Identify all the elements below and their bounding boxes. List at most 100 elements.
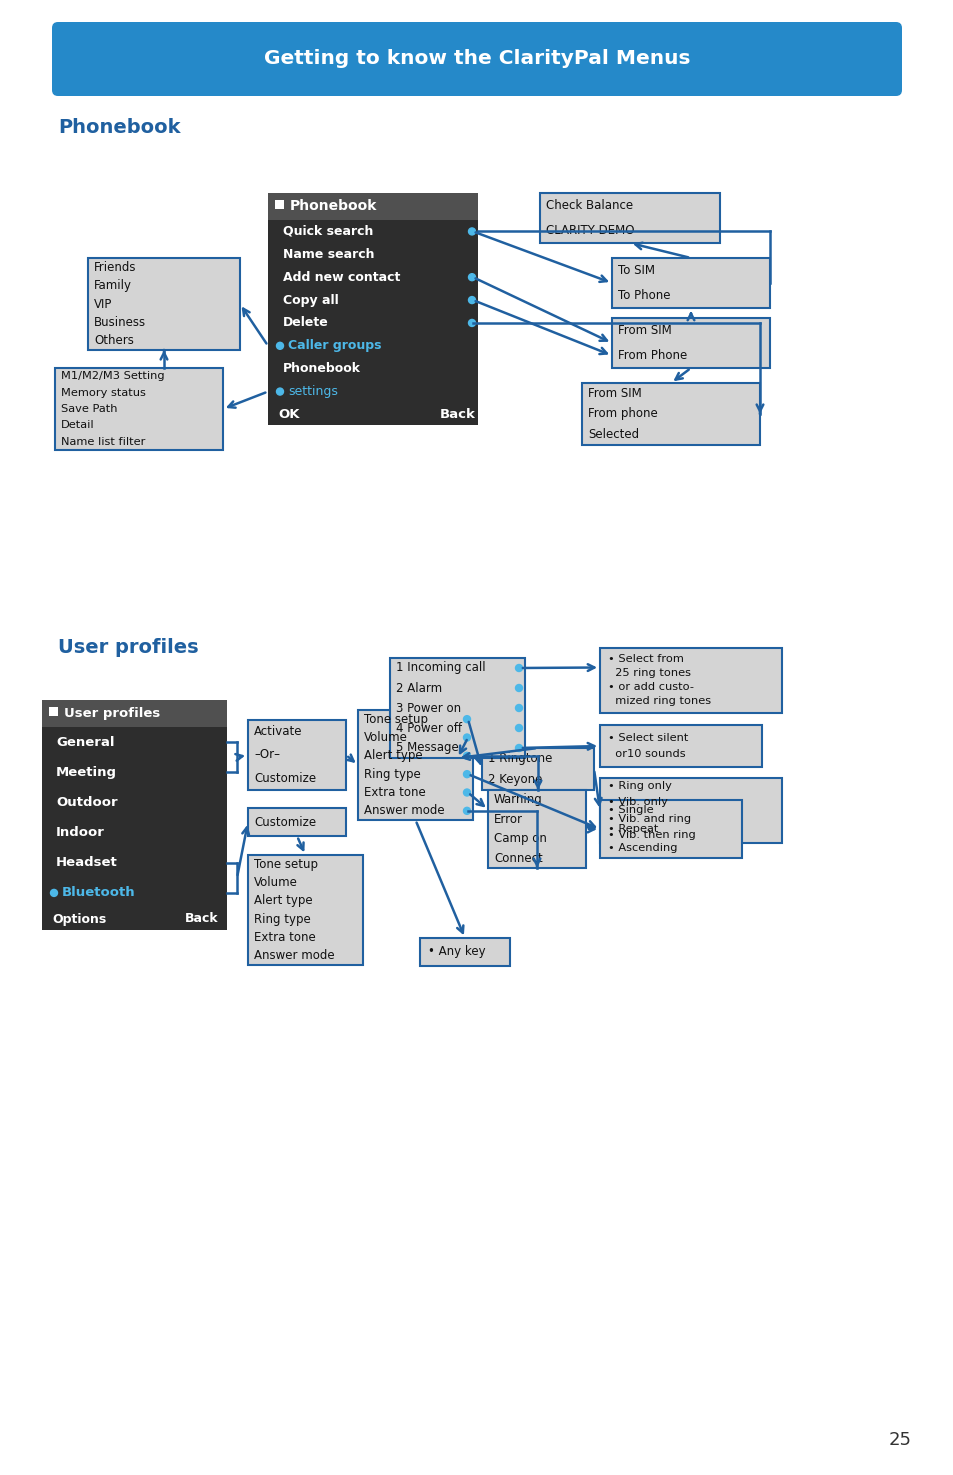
FancyBboxPatch shape xyxy=(599,777,781,844)
Text: • Vib. only: • Vib. only xyxy=(607,798,667,807)
Text: • or add custo-: • or add custo- xyxy=(607,681,693,692)
Text: Error: Error xyxy=(494,813,522,826)
Circle shape xyxy=(463,789,470,796)
Text: From phone: From phone xyxy=(587,407,657,420)
Text: Memory status: Memory status xyxy=(61,388,146,398)
Text: Extra tone: Extra tone xyxy=(253,931,315,944)
Text: 2 Alarm: 2 Alarm xyxy=(395,681,441,695)
Text: Activate: Activate xyxy=(253,726,302,738)
Text: To SIM: To SIM xyxy=(618,264,655,277)
Text: To Phone: To Phone xyxy=(618,289,670,302)
Circle shape xyxy=(468,320,475,326)
FancyBboxPatch shape xyxy=(42,701,227,931)
Text: 25 ring tones: 25 ring tones xyxy=(607,668,690,677)
Circle shape xyxy=(515,745,522,751)
Text: Tone setup: Tone setup xyxy=(253,857,317,870)
Text: User profiles: User profiles xyxy=(64,707,160,720)
Text: Friends: Friends xyxy=(94,261,136,274)
FancyBboxPatch shape xyxy=(357,709,473,820)
Text: Caller groups: Caller groups xyxy=(288,339,381,353)
FancyBboxPatch shape xyxy=(581,384,760,445)
Circle shape xyxy=(276,342,283,350)
Text: settings: settings xyxy=(288,385,337,398)
Text: Detail: Detail xyxy=(61,420,94,431)
Text: • Any key: • Any key xyxy=(428,945,485,959)
FancyBboxPatch shape xyxy=(268,193,477,425)
Circle shape xyxy=(515,665,522,671)
Text: Back: Back xyxy=(185,913,218,925)
Text: Warning: Warning xyxy=(494,794,542,807)
FancyBboxPatch shape xyxy=(599,799,741,858)
Text: Others: Others xyxy=(94,335,133,347)
Text: From Phone: From Phone xyxy=(618,350,686,361)
Text: Indoor: Indoor xyxy=(56,826,105,839)
FancyBboxPatch shape xyxy=(612,258,769,308)
FancyBboxPatch shape xyxy=(539,193,720,243)
Text: • Ring only: • Ring only xyxy=(607,782,671,791)
Text: Customize: Customize xyxy=(253,771,315,785)
Text: Phonebook: Phonebook xyxy=(58,118,180,137)
Text: Customize: Customize xyxy=(253,816,315,829)
Text: Answer mode: Answer mode xyxy=(253,950,335,962)
FancyBboxPatch shape xyxy=(481,748,594,791)
Text: Getting to know the ClarityPal Menus: Getting to know the ClarityPal Menus xyxy=(263,50,690,68)
Text: Phonebook: Phonebook xyxy=(290,199,377,214)
Circle shape xyxy=(276,388,283,395)
Text: Delete: Delete xyxy=(283,317,329,329)
FancyBboxPatch shape xyxy=(248,808,346,836)
Text: Bluetooth: Bluetooth xyxy=(62,886,135,900)
Circle shape xyxy=(468,274,475,280)
Circle shape xyxy=(463,715,470,723)
Text: Connect: Connect xyxy=(494,851,542,864)
Text: Volume: Volume xyxy=(253,876,297,889)
Text: M1/M2/M3 Setting: M1/M2/M3 Setting xyxy=(61,372,165,381)
FancyBboxPatch shape xyxy=(599,648,781,712)
Text: –Or–: –Or– xyxy=(253,748,280,761)
Circle shape xyxy=(463,735,470,740)
Text: Family: Family xyxy=(94,279,132,292)
FancyBboxPatch shape xyxy=(52,22,901,96)
Text: Back: Back xyxy=(439,409,476,422)
Text: or10 sounds: or10 sounds xyxy=(607,749,685,760)
Text: CLARITY DEMO: CLARITY DEMO xyxy=(545,224,634,237)
Text: Check Balance: Check Balance xyxy=(545,199,633,212)
Text: Copy all: Copy all xyxy=(283,294,338,307)
Text: • Repeat: • Repeat xyxy=(607,825,658,833)
Text: • Single: • Single xyxy=(607,805,653,814)
Text: VIP: VIP xyxy=(94,298,112,311)
FancyBboxPatch shape xyxy=(42,701,227,727)
Text: Options: Options xyxy=(52,913,106,925)
Text: Extra tone: Extra tone xyxy=(364,786,425,799)
Text: Ring type: Ring type xyxy=(364,767,420,780)
Text: Phonebook: Phonebook xyxy=(283,363,360,375)
Circle shape xyxy=(515,705,522,711)
Text: 5 Message: 5 Message xyxy=(395,742,458,755)
Text: • Select from: • Select from xyxy=(607,653,683,664)
FancyBboxPatch shape xyxy=(599,726,761,767)
Text: Alert type: Alert type xyxy=(253,894,313,907)
Text: • Ascending: • Ascending xyxy=(607,844,677,854)
Circle shape xyxy=(463,770,470,777)
Circle shape xyxy=(468,229,475,235)
Text: Meeting: Meeting xyxy=(56,766,117,779)
FancyBboxPatch shape xyxy=(49,707,58,715)
FancyBboxPatch shape xyxy=(55,367,223,450)
Circle shape xyxy=(51,889,57,897)
Text: mized ring tones: mized ring tones xyxy=(607,696,710,707)
Text: 2 Keyone: 2 Keyone xyxy=(488,773,542,786)
Text: • Vib. then ring: • Vib. then ring xyxy=(607,830,695,839)
Text: Ring type: Ring type xyxy=(253,913,311,926)
Text: User profiles: User profiles xyxy=(58,639,198,656)
Text: 1 Incoming call: 1 Incoming call xyxy=(395,661,485,674)
Text: Save Path: Save Path xyxy=(61,404,117,414)
Text: 25: 25 xyxy=(887,1431,910,1448)
Text: • Vib. and ring: • Vib. and ring xyxy=(607,814,690,823)
Text: 4 Power off: 4 Power off xyxy=(395,721,461,735)
Text: OK: OK xyxy=(277,409,299,422)
Text: Add new contact: Add new contact xyxy=(283,271,400,283)
Text: Name search: Name search xyxy=(283,248,375,261)
FancyBboxPatch shape xyxy=(274,201,284,209)
FancyBboxPatch shape xyxy=(390,658,524,758)
FancyBboxPatch shape xyxy=(248,720,346,791)
Text: • Select silent: • Select silent xyxy=(607,733,688,742)
